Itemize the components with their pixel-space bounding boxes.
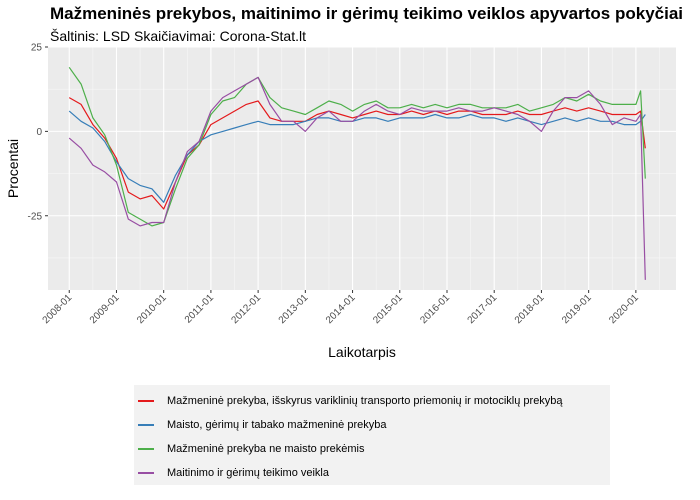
legend-label: Maitinimo ir gėrimų teikimo veikla: [167, 467, 329, 479]
legend-label: Mažmeninė prekyba ne maisto prekėmis: [167, 443, 365, 455]
x-axis: 2008-01 2009-01 2010-01 2011-01 2012-01 2013-…: [41, 290, 641, 326]
y-tick-label: 25: [31, 43, 43, 54]
y-axis-title: Procentai: [5, 139, 21, 198]
x-tick-label: 2017-01: [466, 292, 500, 326]
x-tick-label: 2012-01: [230, 292, 264, 326]
x-tick-label: 2019-01: [560, 292, 594, 326]
x-tick-label: 2010-01: [135, 292, 169, 326]
chart-subtitle: Šaltinis: LSD Skaičiavimai: Corona-Stat.…: [50, 28, 306, 44]
legend: Mažmeninė prekyba, išskyrus variklinių t…: [134, 385, 610, 485]
grid-minor: [48, 47, 676, 290]
y-tick-label: 0: [36, 127, 42, 138]
x-tick-label: 2008-01: [41, 292, 75, 326]
plot-panel: [48, 47, 676, 290]
grid-major: [48, 46, 676, 290]
series-line-4: [68, 76, 646, 280]
series-line-1: [68, 97, 646, 210]
legend-label: Maisto, gėrimų ir tabako mažmeninė preky…: [167, 419, 387, 431]
line-chart: 25 0 -25 2008-01 2009-01 2010-01 2011-01 2012-…: [5, 43, 676, 360]
legend-key: [134, 437, 158, 461]
x-tick-label: 2009-01: [88, 292, 122, 326]
legend-key: [134, 413, 158, 437]
y-tick-label: -25: [28, 211, 43, 222]
legend-item-retail-excl-vehicles: Mažmeninė prekyba, išskyrus variklinių t…: [134, 389, 563, 413]
x-tick-label: 2015-01: [371, 292, 405, 326]
chart-title: Mažmeninės prekybos, maitinimo ir gėrimų…: [50, 4, 684, 23]
x-tick-label: 2016-01: [418, 292, 452, 326]
x-tick-label: 2011-01: [183, 292, 217, 326]
legend-key: [134, 461, 158, 485]
x-tick-label: 2014-01: [324, 292, 358, 326]
series-lines: [68, 66, 646, 280]
y-axis: 25 0 -25: [28, 43, 48, 222]
series-line-3: [68, 66, 646, 227]
legend-label: Mažmeninė prekyba, išskyrus variklinių t…: [167, 395, 563, 407]
series-line-2: [68, 110, 646, 203]
legend-item-food-retail: Maisto, gėrimų ir tabako mažmeninė preky…: [134, 413, 386, 437]
legend-item-non-food-retail: Mažmeninė prekyba ne maisto prekėmis: [134, 437, 364, 461]
x-tick-label: 2018-01: [513, 292, 547, 326]
legend-item-food-service: Maitinimo ir gėrimų teikimo veikla: [134, 461, 329, 485]
x-tick-label: 2020-01: [607, 292, 641, 326]
x-tick-label: 2013-01: [277, 292, 311, 326]
x-axis-title: Laikotarpis: [328, 344, 396, 360]
legend-key: [134, 389, 158, 413]
